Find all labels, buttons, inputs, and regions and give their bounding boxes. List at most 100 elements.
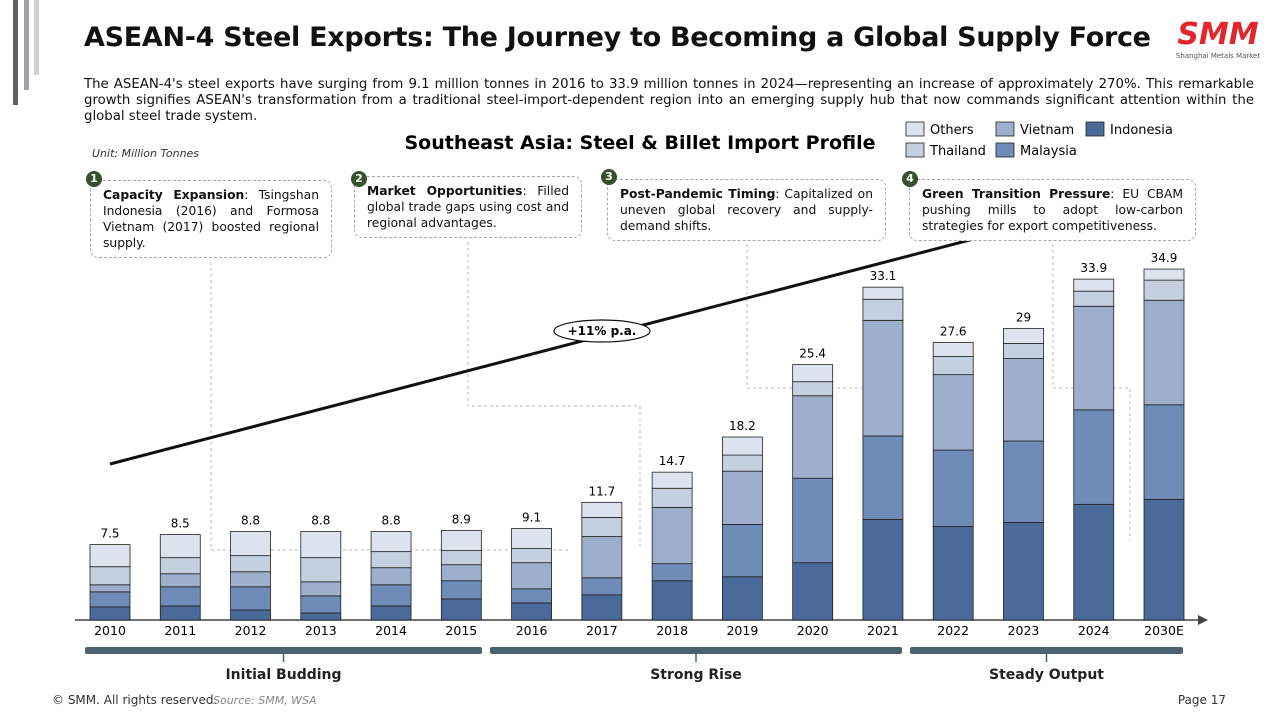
- phase-label: Steady Output: [989, 667, 1104, 683]
- annotation: Market Opportunities: Filled global trad…: [354, 176, 582, 238]
- annotation-number: 1: [86, 171, 102, 187]
- x-tick-label: 2011: [164, 623, 196, 638]
- bar-segment: [89, 606, 131, 621]
- bar-segment: [651, 506, 693, 565]
- bar-segment: [932, 526, 974, 621]
- bar-segment: [932, 374, 974, 451]
- annotation-label: Post-Pandemic Timing: [620, 187, 776, 201]
- bar-segment: [1143, 498, 1185, 621]
- bar-segment: [862, 286, 904, 300]
- bar-segment: [1003, 522, 1044, 621]
- bar-segment: [651, 563, 693, 582]
- x-tick-label: 2012: [235, 623, 267, 638]
- bar-segment: [651, 471, 693, 489]
- total-label: 33.9: [1080, 261, 1107, 275]
- total-label: 8.5: [171, 517, 190, 531]
- bar-segment: [300, 557, 342, 583]
- x-tick-label: 2019: [726, 623, 758, 638]
- legend-label: Others: [930, 123, 974, 138]
- bar-segment: [440, 530, 482, 552]
- annotation-text: : Capitalized on uneven global recovery …: [620, 187, 873, 233]
- x-tick-label: 2030E: [1144, 623, 1184, 638]
- bar-segment: [722, 576, 763, 621]
- bar-segment: [159, 586, 201, 607]
- bar-segment: [722, 470, 763, 525]
- deco-bar: [34, 0, 39, 75]
- unit-label: Unit: Million Tonnes: [92, 147, 199, 160]
- bar-segment: [89, 544, 131, 568]
- phase-label: Initial Budding: [225, 667, 341, 683]
- bar-segment: [792, 477, 834, 564]
- bar-segment: [581, 517, 623, 537]
- chart-title: Southeast Asia: Steel & Billet Import Pr…: [404, 132, 875, 154]
- bar-segment: [89, 591, 131, 608]
- annotation: Green Transition Pressure: EU CBAM pushi…: [909, 179, 1196, 241]
- bar-segment: [1003, 440, 1044, 523]
- bar-segment: [932, 342, 974, 357]
- bar-segment: [511, 602, 553, 621]
- bar-segment: [722, 524, 763, 578]
- trend-label: +11% p.a.: [568, 324, 637, 338]
- bar-segment: [300, 612, 342, 621]
- total-label: 34.9: [1151, 251, 1178, 265]
- slide-title: ASEAN-4 Steel Exports: The Journey to Be…: [84, 22, 1151, 53]
- total-label: 27.6: [940, 324, 967, 338]
- bar-segment: [792, 562, 834, 621]
- logo: SMM: [1177, 17, 1258, 52]
- legend-swatch: [905, 121, 925, 137]
- total-label: 29: [1016, 310, 1031, 324]
- x-tick-label: 2013: [305, 623, 337, 638]
- bar-segment: [722, 454, 763, 472]
- bar-segment: [159, 557, 201, 575]
- deco-bar: [24, 0, 29, 90]
- annotation-text: : EU CBAM pushing mills to adopt low-car…: [922, 187, 1184, 233]
- phase-bar: [85, 647, 482, 654]
- bar-segment: [300, 595, 342, 614]
- bar-segment: [581, 536, 623, 579]
- legend-label: Vietnam: [1020, 123, 1074, 138]
- legend-swatch: [995, 142, 1015, 158]
- description: The ASEAN-4's steel exports have surging…: [84, 77, 1254, 124]
- total-label: 8.8: [382, 514, 401, 528]
- bar-segment: [792, 381, 834, 397]
- x-tick-label: 2023: [1008, 623, 1040, 638]
- copyright: © SMM. All rights reserved.: [52, 693, 217, 707]
- bar-segment: [1003, 358, 1044, 442]
- legend-swatch: [995, 121, 1015, 137]
- bar-segment: [370, 605, 412, 621]
- bar-segment: [370, 551, 412, 569]
- bar-segment: [932, 449, 974, 527]
- bar-segment: [651, 487, 693, 508]
- x-tick-label: 2017: [586, 623, 618, 638]
- legend-label: Thailand: [929, 144, 986, 159]
- x-tick-label: 2016: [516, 623, 548, 638]
- bar-segment: [511, 528, 553, 550]
- x-tick-label: 2022: [937, 623, 969, 638]
- bar-segment: [230, 609, 271, 621]
- bar-segment: [370, 531, 412, 553]
- total-label: 8.8: [311, 514, 330, 528]
- annotation-text: : Filled global trade gaps using cost an…: [367, 184, 569, 230]
- bar-segment: [581, 501, 623, 518]
- annotation-label: Capacity Expansion: [103, 188, 245, 202]
- bar-segment: [1073, 409, 1115, 505]
- x-tick-label: 2010: [94, 623, 126, 638]
- bar-segment: [792, 395, 834, 479]
- total-label: 18.2: [729, 419, 756, 433]
- bar-segment: [89, 566, 131, 586]
- bar-segment: [370, 584, 412, 607]
- bar-segment: [932, 356, 974, 376]
- bar-segment: [440, 550, 482, 566]
- annotation-number: 2: [351, 171, 367, 187]
- x-tick-label: 2015: [445, 623, 477, 638]
- bar-segment: [230, 571, 271, 588]
- logo-subtitle: Shanghai Metals Market: [1176, 52, 1260, 60]
- bar-segment: [230, 586, 271, 611]
- bar-segment: [159, 534, 201, 559]
- page-number: Page 17: [1178, 693, 1226, 707]
- total-label: 7.5: [100, 527, 119, 541]
- bar-segment: [511, 548, 553, 564]
- bar-segment: [159, 573, 201, 588]
